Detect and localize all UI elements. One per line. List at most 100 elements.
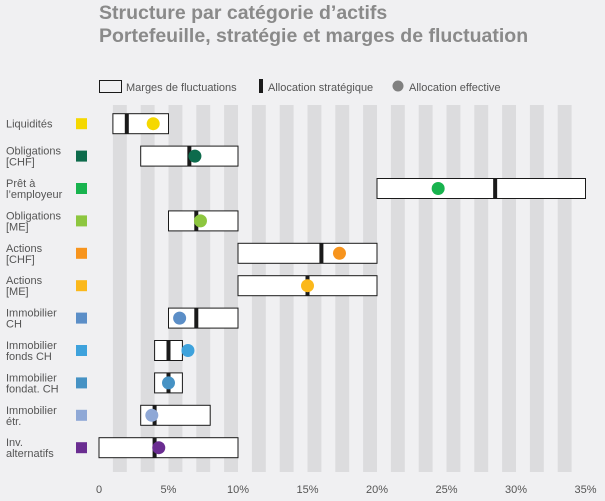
grid-stripe (502, 105, 516, 472)
category-color-swatch (76, 442, 87, 454)
category-row: Immobilier fondat. CH (6, 372, 183, 395)
chart-title: Structure par catégorie d’actifs Portefe… (99, 2, 528, 48)
category-color-swatch (76, 280, 87, 292)
fluctuation-range-box (237, 242, 378, 264)
effective-allocation-dot (181, 344, 195, 357)
x-tick-label: 30% (505, 484, 527, 496)
category-label-line: Immobilier (6, 308, 57, 320)
category-label: Obligations [CHF] (6, 146, 62, 169)
strategic-allocation-marker (493, 178, 498, 199)
category-label: Immobilier CH (6, 308, 57, 331)
category-label-line: Immobilier (6, 405, 57, 417)
fluctuation-range-box (168, 307, 239, 329)
x-tick-label: 10% (227, 484, 249, 496)
effective-allocation-dot (146, 117, 160, 131)
grid-stripe (112, 105, 127, 472)
effective-allocation-dot (145, 408, 159, 422)
category-label-line: Obligations (6, 210, 62, 222)
category-row: Obligations [CHF] (6, 145, 239, 169)
effective-allocation-dot (431, 182, 445, 195)
x-tick-label: 15% (296, 484, 318, 496)
x-tick-label: 25% (435, 484, 457, 496)
effective-allocation-dot (188, 149, 202, 163)
fluctuation-range-box (376, 178, 586, 199)
category-label: Liquidités (6, 119, 53, 131)
grid-stripe (529, 105, 544, 472)
grid-stripe (557, 105, 572, 472)
chart-title-line-2: Portefeuille, stratégie et marges de flu… (99, 25, 529, 47)
category-label-line: [ME] (6, 221, 29, 233)
category-label-line: Obligations (6, 146, 62, 158)
category-label-line: [CHF] (6, 254, 35, 266)
category-label: Immobilier fondat. CH (6, 372, 59, 395)
category-label: Actions [ME] (6, 275, 43, 298)
category-label: Inv. alternatifs (6, 437, 54, 460)
category-color-swatch (76, 247, 87, 259)
legend-strategic-label: Allocation stratégique (268, 82, 373, 94)
category-label-line: l’employeur (6, 189, 63, 201)
category-color-swatch (76, 409, 87, 421)
category-row: Liquidités (6, 113, 169, 135)
category-label-line: Inv. (6, 437, 23, 449)
category-row: Actions [ME] (6, 275, 378, 298)
effective-allocation-dot (162, 376, 175, 390)
category-label-line: Actions (6, 275, 43, 287)
category-color-swatch (76, 183, 87, 194)
strategic-allocation-marker (194, 308, 199, 329)
x-tick-label: 35% (574, 484, 596, 496)
grid-stripe (418, 105, 433, 472)
category-label: Immobilier étr. (6, 405, 57, 428)
strategic-allocation-marker (319, 243, 324, 264)
category-color-swatch (76, 345, 87, 356)
effective-allocation-dot (193, 214, 207, 228)
category-label-line: Actions (6, 243, 43, 255)
effective-allocation-dot (173, 311, 187, 325)
category-label-line: [CHF] (6, 157, 35, 169)
effective-allocation-dot (152, 441, 166, 455)
category-label: Actions [CHF] (6, 243, 43, 266)
category-label: Immobilier fonds CH (6, 340, 57, 363)
category-label-line: fondat. CH (6, 383, 59, 395)
legend-effective-label: Allocation effective (409, 82, 501, 94)
category-label-line: Immobilier (6, 372, 57, 384)
x-tick-label: 0 (96, 484, 102, 496)
grid-stripe (140, 105, 155, 472)
category-label-line: CH (6, 319, 22, 331)
grid-stripe (196, 105, 211, 472)
grid-stripe (446, 105, 461, 472)
category-label-line: fonds CH (6, 351, 52, 363)
category-row: Actions [CHF] (6, 242, 378, 266)
category-color-swatch (76, 118, 87, 130)
fluctuation-range-box (98, 437, 239, 459)
category-label-line: Liquidités (6, 119, 53, 131)
fluctuation-range-box (140, 404, 211, 426)
category-color-swatch (76, 377, 87, 389)
grid-stripe (474, 105, 489, 472)
category-row: Immobilier fonds CH (6, 340, 195, 363)
legend-strategic-swatch (259, 79, 263, 93)
category-label-line: [ME] (6, 286, 29, 298)
effective-allocation-dot (301, 279, 314, 293)
fluctuation-range-box (112, 113, 169, 135)
category-color-swatch (76, 312, 87, 324)
x-tick-label: 5% (161, 484, 177, 496)
category-label-line: Immobilier (6, 340, 57, 352)
legend-effective-swatch (392, 80, 404, 92)
category-label-line: alternatifs (6, 448, 54, 460)
category-label: Obligations [ME] (6, 210, 62, 233)
category-label-line: étr. (6, 416, 21, 428)
category-row: Obligations [ME] (6, 210, 239, 233)
category-row: Immobilier étr. (6, 404, 211, 428)
grid-stripe (390, 105, 405, 472)
category-color-swatch (76, 150, 87, 162)
x-tick-label: 20% (366, 484, 388, 496)
legend: Marges de fluctuations Allocation stratég… (99, 79, 501, 94)
category-color-swatch (76, 215, 87, 227)
legend-range-swatch (99, 80, 122, 93)
category-row: Prêt à l’employeur (6, 178, 586, 201)
strategic-allocation-marker (166, 340, 171, 361)
strategic-allocation-marker (124, 113, 129, 134)
effective-allocation-dot (332, 246, 346, 260)
category-row: Inv. alternatifs (6, 437, 239, 460)
